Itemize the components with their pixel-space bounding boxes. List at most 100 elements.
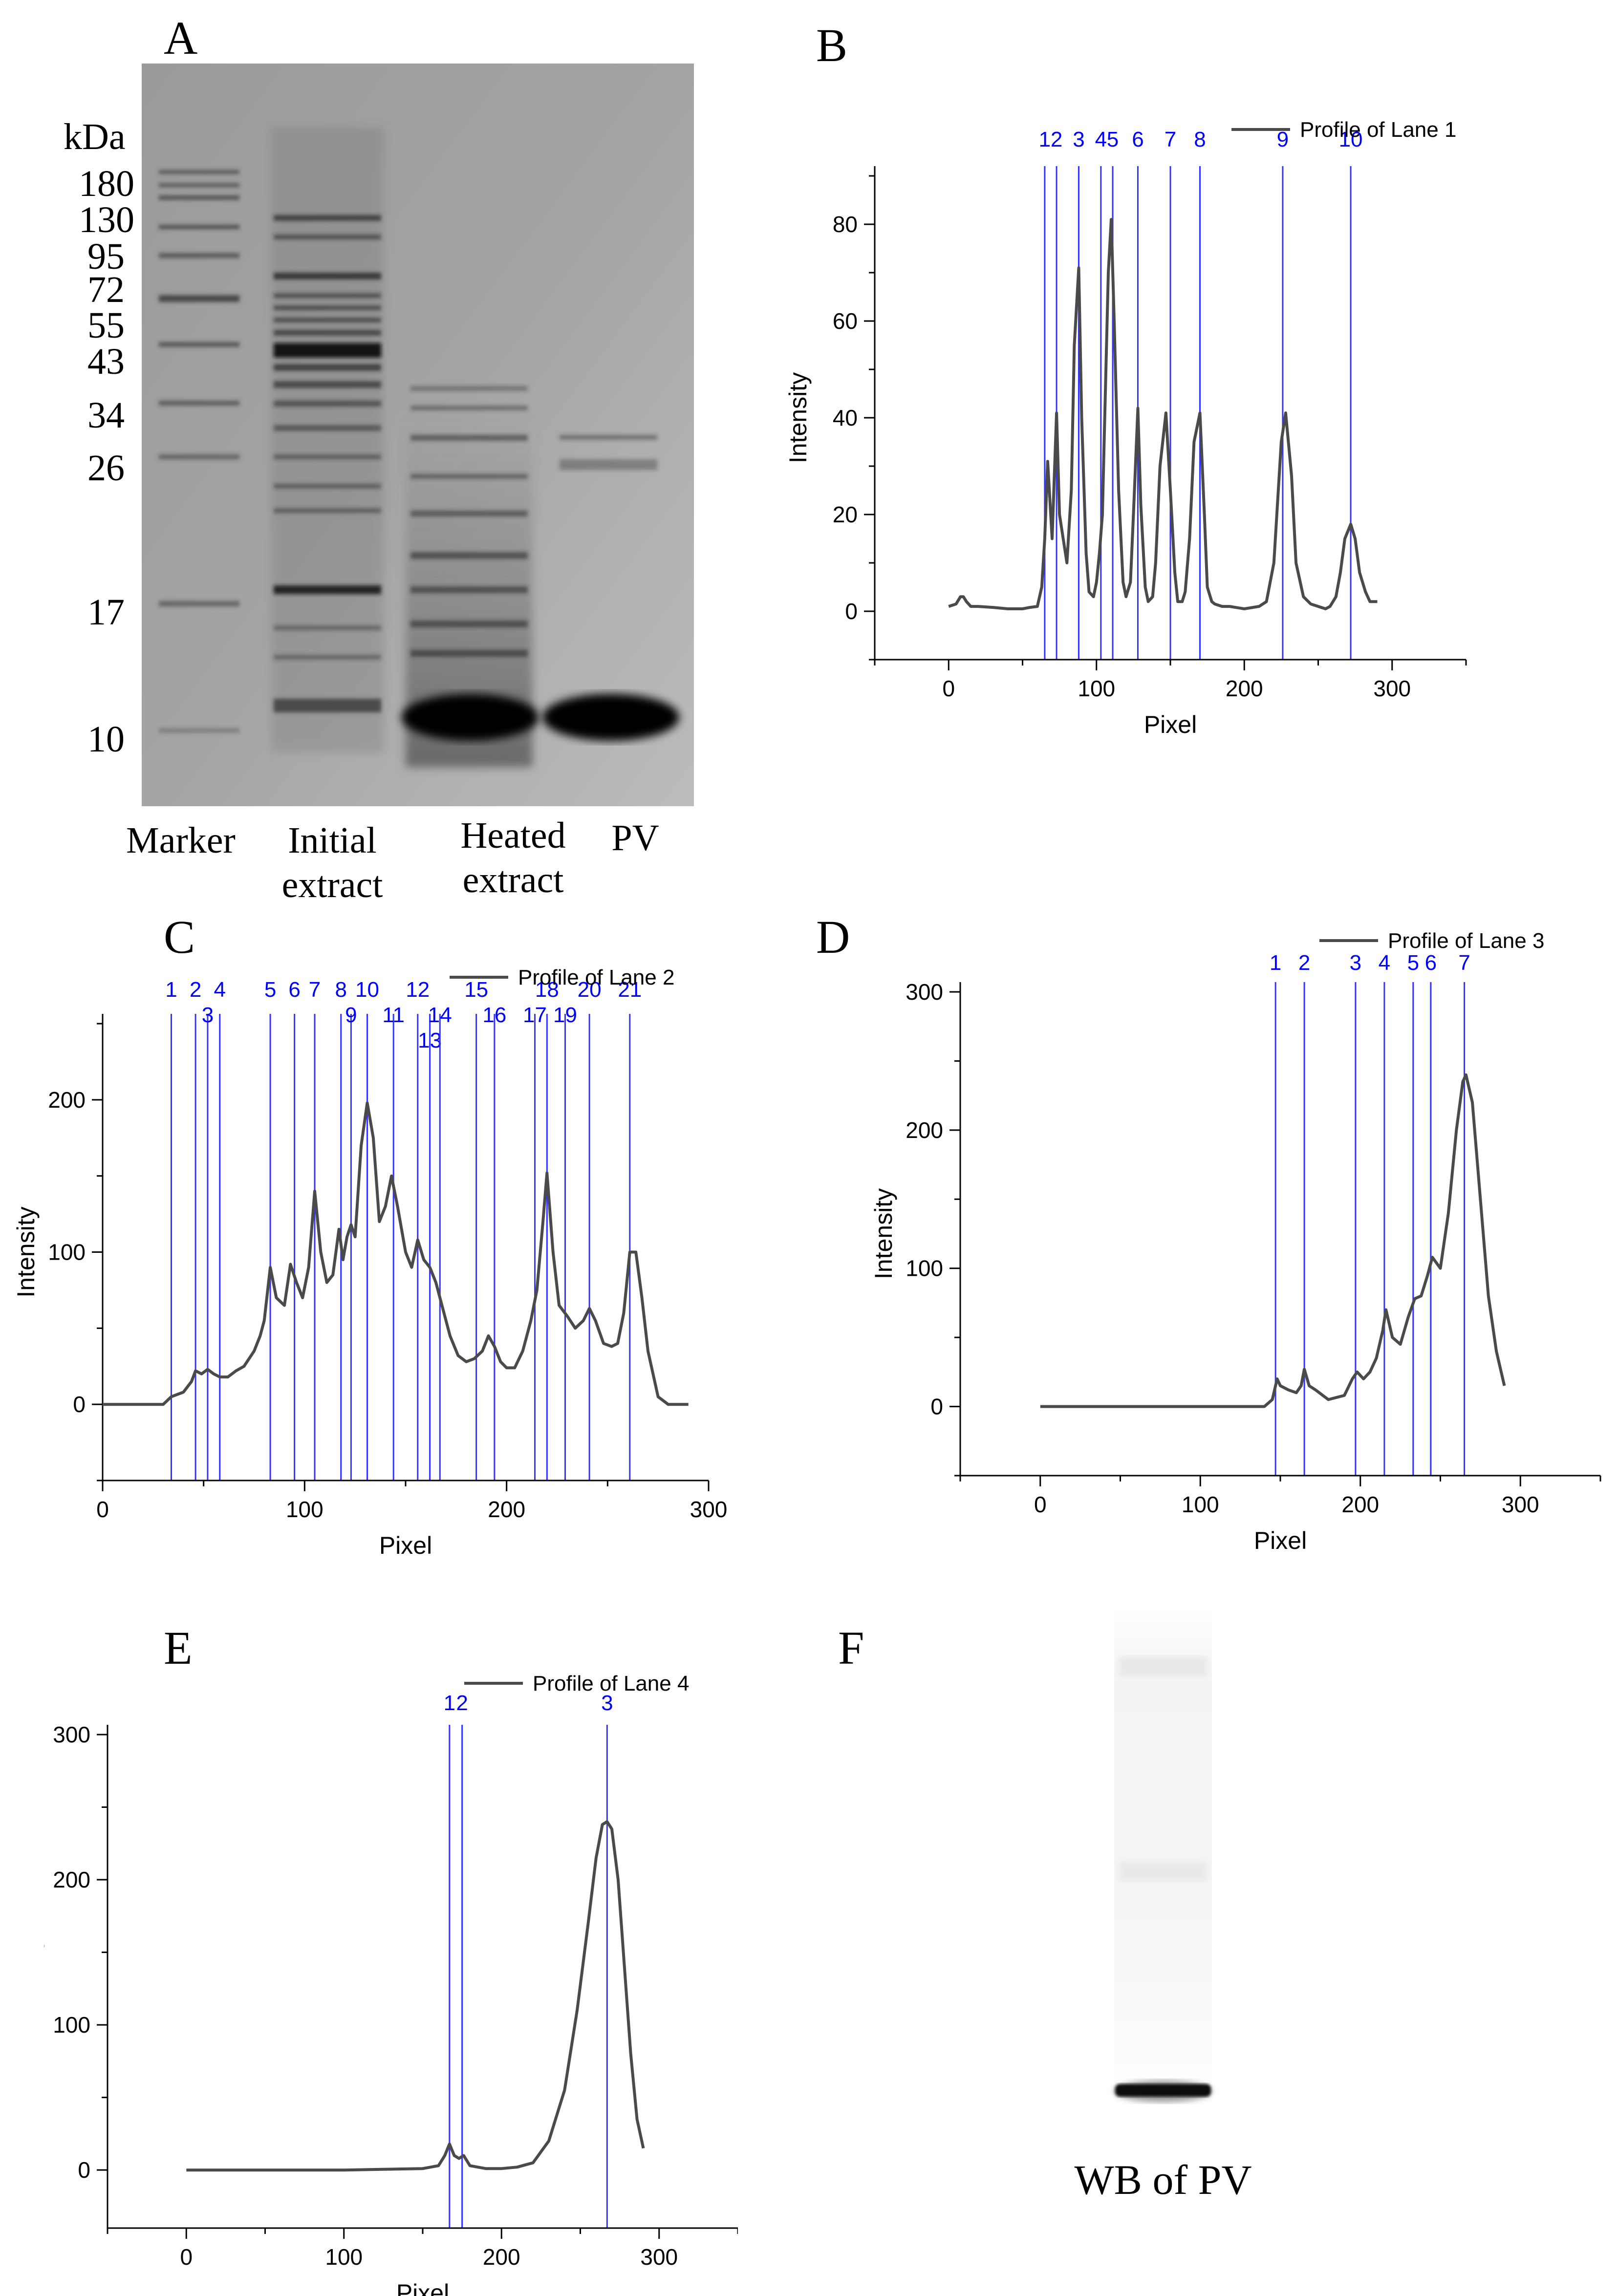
lane-label-marker: Marker bbox=[126, 820, 236, 861]
peak-label-4: 4 bbox=[1095, 128, 1107, 151]
peak-label-5: 5 bbox=[264, 978, 276, 1002]
legend-label: Profile of Lane 4 bbox=[533, 1672, 689, 1695]
kda-label-55: 55 bbox=[87, 305, 125, 346]
peak-label-1: 1 bbox=[1039, 128, 1051, 151]
x-tick-label-0: 0 bbox=[1034, 1492, 1047, 1517]
y-tick-label-200: 200 bbox=[53, 1867, 90, 1892]
y-tick-label-300: 300 bbox=[53, 1722, 90, 1747]
y-tick-label-0: 0 bbox=[78, 2157, 90, 2183]
y-axis-title: Intensity bbox=[784, 372, 812, 463]
kda-label-95: 95 bbox=[87, 236, 125, 277]
peak-label-10: 10 bbox=[1339, 128, 1363, 151]
series-line bbox=[186, 1820, 645, 2172]
x-tick-label-300: 300 bbox=[1373, 676, 1411, 701]
y-tick-label-100: 100 bbox=[48, 1240, 86, 1265]
x-tick-label-300: 300 bbox=[1502, 1492, 1539, 1517]
peak-label-8: 8 bbox=[1194, 128, 1206, 151]
kda-label-10: 10 bbox=[87, 719, 125, 760]
wb-caption: WB of PV bbox=[1074, 2156, 1252, 2203]
y-tick-label-0: 0 bbox=[930, 1394, 943, 1419]
x-tick-label-0: 0 bbox=[942, 676, 955, 701]
x-tick-label-200: 200 bbox=[1341, 1492, 1379, 1517]
peak-label-15: 15 bbox=[464, 978, 488, 1002]
peak-label-3: 3 bbox=[601, 1691, 613, 1715]
x-axis-title: Pixel bbox=[379, 1532, 432, 1559]
x-axis-title: Pixel bbox=[1254, 1527, 1307, 1554]
kda-label-43: 43 bbox=[87, 341, 125, 382]
x-tick-label-100: 100 bbox=[1182, 1492, 1219, 1517]
peak-label-6: 6 bbox=[1132, 128, 1143, 151]
peak-label-1: 1 bbox=[1270, 951, 1281, 975]
peak-label-4: 4 bbox=[214, 978, 225, 1002]
chart-lane-3-profile: 1 2 3 4 5 6 7 0 100 200 300 0 100 200 300 Pixel Intensit… bbox=[870, 929, 1601, 1554]
kda-label-180: 180 bbox=[79, 163, 134, 204]
lane-label-pv: PV bbox=[611, 817, 659, 858]
peak-label-3: 3 bbox=[1350, 951, 1361, 975]
panel-f-letter: F bbox=[838, 1622, 864, 1674]
peak-label-1: 1 bbox=[165, 978, 177, 1002]
peak-label-12: 12 bbox=[406, 978, 430, 1002]
peak-label-8: 8 bbox=[335, 978, 346, 1002]
peak-label-1: 1 bbox=[444, 1691, 455, 1715]
peak-label-19: 19 bbox=[553, 1003, 577, 1027]
panel-d-letter: D bbox=[816, 911, 850, 963]
legend-label: Profile of Lane 1 bbox=[1300, 118, 1456, 142]
gel-svg bbox=[142, 64, 694, 806]
kda-label-26: 26 bbox=[87, 448, 125, 489]
lane-label-heated-extract: Heated extract bbox=[460, 815, 566, 901]
peak-label-5: 5 bbox=[1407, 951, 1419, 975]
panel-a-letter: A bbox=[164, 12, 198, 64]
peak-label-2: 2 bbox=[1051, 128, 1062, 151]
gel-image bbox=[142, 64, 694, 806]
y-tick-label-0: 0 bbox=[73, 1392, 86, 1417]
lane-label-initial-extract: Initial extract bbox=[281, 820, 383, 906]
kda-label-72: 72 bbox=[87, 269, 125, 310]
y-tick-label-40: 40 bbox=[833, 405, 858, 430]
y-tick-label-20: 20 bbox=[833, 502, 858, 527]
peak-label-6: 6 bbox=[1425, 951, 1437, 975]
peak-label-2: 2 bbox=[456, 1691, 468, 1715]
y-tick-label-300: 300 bbox=[906, 979, 943, 1005]
x-tick-label-200: 200 bbox=[1226, 676, 1263, 701]
legend-label: Profile of Lane 3 bbox=[1388, 929, 1544, 953]
peak-label-13: 13 bbox=[418, 1029, 442, 1052]
legend-label: Profile of Lane 2 bbox=[518, 966, 674, 989]
peak-label-7: 7 bbox=[1165, 128, 1176, 151]
peak-label-21: 21 bbox=[618, 978, 642, 1002]
series-line bbox=[103, 1101, 689, 1406]
x-tick-label-300: 300 bbox=[640, 2244, 678, 2270]
y-axis-title: Intensity bbox=[870, 1188, 897, 1279]
panel-b-letter: B bbox=[816, 19, 848, 71]
peak-label-2: 2 bbox=[1298, 951, 1310, 975]
y-tick-label-60: 60 bbox=[833, 308, 858, 334]
panel-e-letter: E bbox=[164, 1622, 193, 1674]
x-tick-label-0: 0 bbox=[180, 2244, 193, 2270]
x-axis-title: Pixel bbox=[1144, 711, 1197, 738]
chart-lane-4-profile: 12301002003000100200300PixelIntensityPro… bbox=[44, 1672, 738, 2296]
peak-label-5: 5 bbox=[1107, 128, 1119, 151]
kda-unit-label: kDa bbox=[64, 116, 126, 157]
x-axis-title: Pixel bbox=[396, 2279, 449, 2296]
x-tick-label-0: 0 bbox=[96, 1497, 109, 1522]
kda-label-17: 17 bbox=[87, 592, 125, 633]
x-tick-label-200: 200 bbox=[488, 1497, 525, 1522]
y-tick-label-200: 200 bbox=[48, 1087, 86, 1113]
peak-label-3: 3 bbox=[1073, 128, 1084, 151]
peak-label-7: 7 bbox=[1458, 951, 1470, 975]
peak-label-16: 16 bbox=[482, 1003, 506, 1027]
y-tick-label-100: 100 bbox=[906, 1256, 943, 1281]
peak-label-18: 18 bbox=[535, 978, 559, 1002]
y-tick-label-200: 200 bbox=[906, 1117, 943, 1143]
peak-label-9: 9 bbox=[345, 1003, 357, 1027]
peak-label-4: 4 bbox=[1379, 951, 1390, 975]
x-tick-label-100: 100 bbox=[286, 1497, 324, 1522]
chart-lane-1-profile: 1 2 3 4 5 6 7 8 9 100 100 200 300020406080PixelInten… bbox=[784, 118, 1467, 738]
x-tick-label-100: 100 bbox=[325, 2244, 363, 2270]
y-axis-title: Intensity bbox=[12, 1206, 40, 1297]
x-tick-label-300: 300 bbox=[690, 1497, 728, 1522]
y-tick-label-0: 0 bbox=[845, 599, 858, 624]
y-tick-label-80: 80 bbox=[833, 212, 858, 237]
series-line bbox=[1040, 1073, 1506, 1408]
series-line bbox=[948, 218, 1378, 610]
